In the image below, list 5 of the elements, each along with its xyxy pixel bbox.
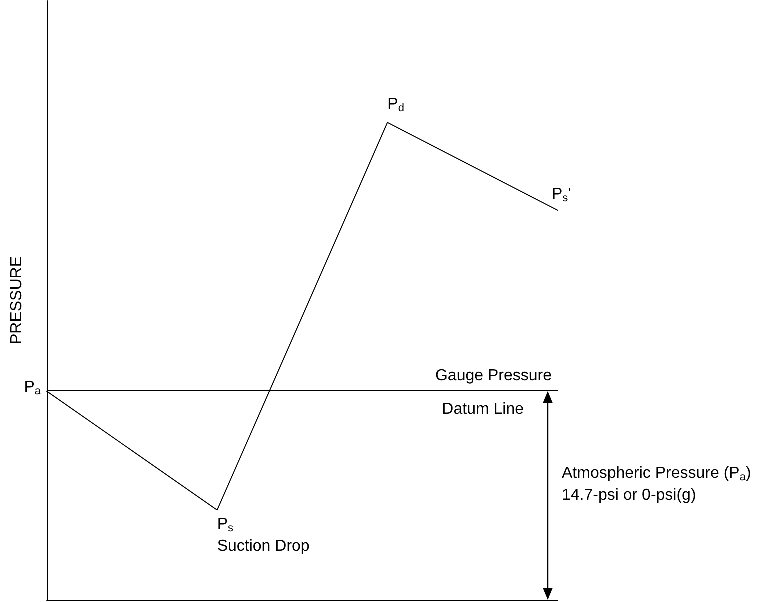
annotation: Datum Line	[442, 400, 524, 418]
text: 14.7-psi or 0-psi(g)	[562, 487, 696, 504]
annotation: Suction Drop	[217, 538, 310, 555]
y-axis-title: PRESSURE	[8, 256, 26, 345]
ref-line-label: Gauge Pressure	[435, 367, 552, 384]
